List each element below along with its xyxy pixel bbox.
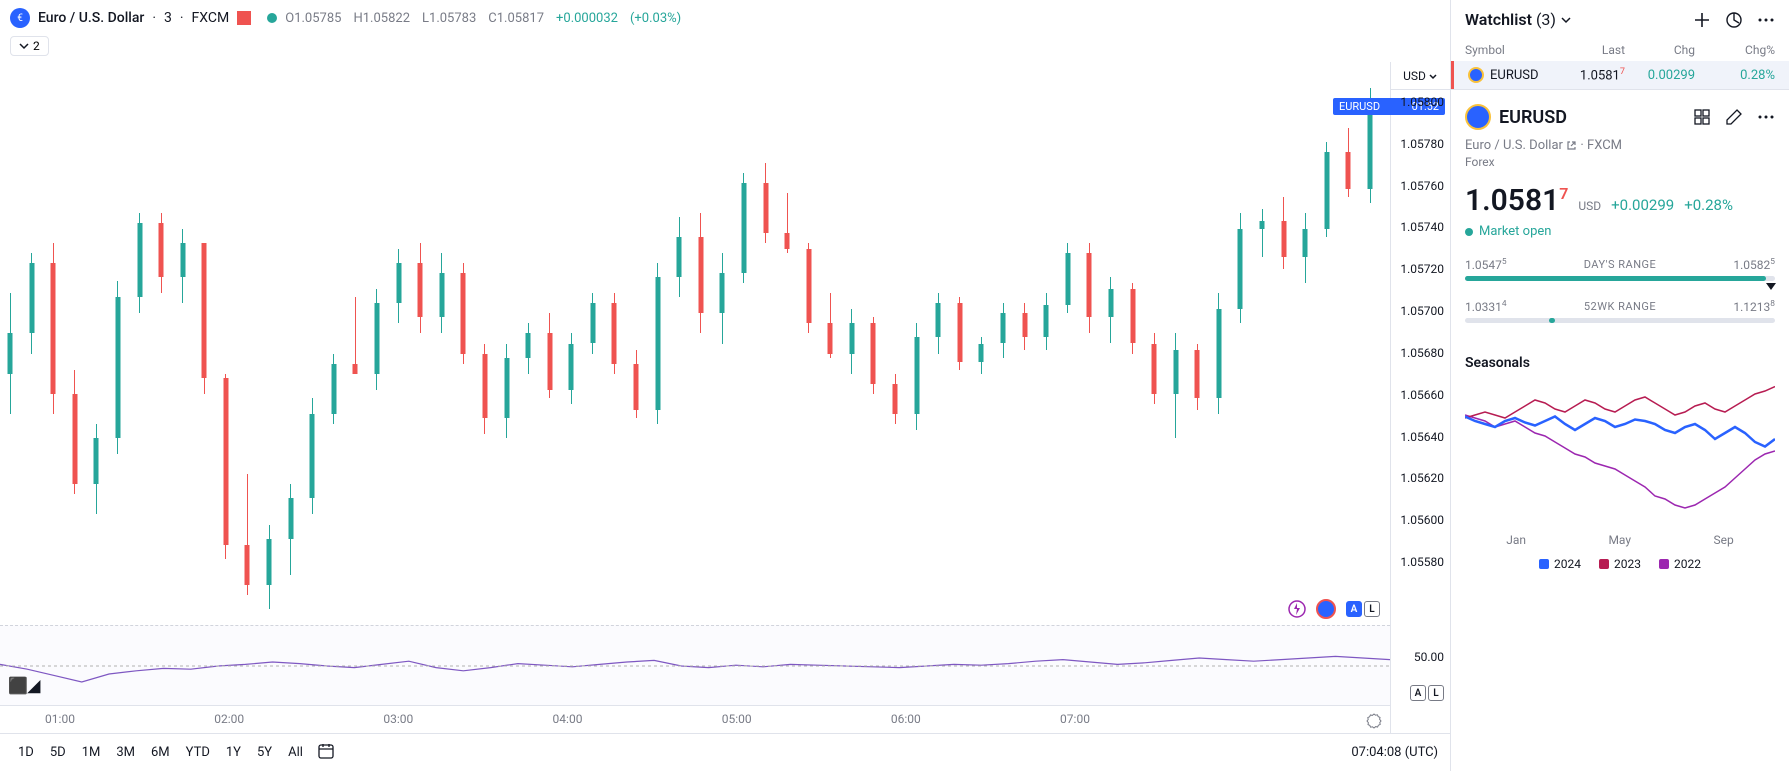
big-price: 1.05817 USD +0.00299 +0.28% bbox=[1465, 183, 1775, 218]
symbol-name[interactable]: Euro / U.S. Dollar bbox=[38, 10, 144, 26]
time-tick: 01:00 bbox=[45, 712, 75, 726]
rsi-mid-label: 50.00 bbox=[1414, 650, 1444, 664]
market-status: Market open bbox=[1465, 224, 1775, 239]
price-tick: 1.05620 bbox=[1400, 471, 1444, 485]
range-button-6m[interactable]: 6M bbox=[145, 741, 176, 764]
seasonals-title: Seasonals bbox=[1465, 355, 1775, 371]
time-tick: 04:00 bbox=[553, 712, 583, 726]
legend-item-2023[interactable]: 2023 bbox=[1599, 557, 1641, 571]
eur-flag-icon bbox=[1468, 67, 1484, 83]
watchlist-row[interactable]: EURUSD 1.05817 0.00299 0.28% bbox=[1451, 61, 1789, 89]
detail-fullname: Euro / U.S. Dollar · FXCM bbox=[1465, 138, 1775, 153]
layout-icon[interactable] bbox=[1693, 108, 1711, 126]
legend-item-2024[interactable]: 2024 bbox=[1539, 557, 1581, 571]
provider-badge-icon bbox=[237, 11, 251, 25]
axis-settings-icon[interactable] bbox=[1366, 713, 1382, 729]
price-tick: 1.05660 bbox=[1400, 388, 1444, 402]
day-range: 1.05475 DAY'S RANGE 1.05825 bbox=[1465, 257, 1775, 281]
symbol-detail-panel: EURUSD Euro / U.S. Dollar · FXCM Forex 1… bbox=[1451, 89, 1789, 355]
range-button-all[interactable]: All bbox=[282, 741, 309, 764]
price-tick: 1.05600 bbox=[1400, 513, 1444, 527]
range-button-ytd[interactable]: YTD bbox=[180, 741, 216, 764]
price-tick: 1.05740 bbox=[1400, 220, 1444, 234]
seasonals-panel: Seasonals JanMaySep 2024 2023 2022 bbox=[1451, 355, 1789, 571]
range-button-5y[interactable]: 5Y bbox=[251, 741, 278, 764]
sidebar: Watchlist (3) SymbolLastChgChg% EURUSD 1… bbox=[1451, 0, 1789, 771]
dot-sep: · bbox=[180, 10, 184, 26]
calendar-icon[interactable] bbox=[317, 742, 335, 764]
symbol-flag-icon: € bbox=[10, 8, 30, 28]
range-button-1m[interactable]: 1M bbox=[76, 741, 107, 764]
seasonals-xaxis: JanMaySep bbox=[1465, 533, 1775, 547]
range-button-1d[interactable]: 1D bbox=[12, 741, 40, 764]
seasonals-chart[interactable] bbox=[1465, 379, 1775, 529]
add-symbol-icon[interactable] bbox=[1693, 11, 1711, 29]
time-tick: 02:00 bbox=[214, 712, 244, 726]
eur-flag-icon bbox=[1465, 104, 1491, 130]
interval-label[interactable]: 3 bbox=[164, 10, 172, 26]
time-tick: 07:00 bbox=[1060, 712, 1090, 726]
price-tick: 1.05760 bbox=[1400, 179, 1444, 193]
clock-display[interactable]: 07:04:08 (UTC) bbox=[1351, 745, 1438, 760]
detail-category: Forex bbox=[1465, 155, 1775, 169]
time-axis[interactable]: 01:00 02:00 03:00 04:00 05:00 06:00 07:00 bbox=[0, 705, 1390, 733]
lightning-icon[interactable] bbox=[1288, 600, 1306, 618]
52wk-range: 1.03314 52WK RANGE 1.12138 bbox=[1465, 299, 1775, 323]
time-tick: 06:00 bbox=[891, 712, 921, 726]
price-tick: 1.05720 bbox=[1400, 262, 1444, 276]
interval-dropdown-button[interactable]: 2 bbox=[10, 36, 49, 56]
external-link-icon[interactable] bbox=[1566, 140, 1577, 151]
price-tick: 1.05780 bbox=[1400, 137, 1444, 151]
watchlist-count: (3) bbox=[1536, 10, 1556, 29]
price-axis[interactable]: USD EURUSD01:52 50.00 1.058001.057801.05… bbox=[1390, 62, 1450, 733]
chevron-down-icon[interactable] bbox=[1560, 14, 1572, 26]
chart-topbar: € Euro / U.S. Dollar · 3 · FXCM O1.05785… bbox=[0, 0, 1450, 36]
flag-markers: AL bbox=[1288, 599, 1380, 619]
eur-flag-icon[interactable] bbox=[1316, 599, 1336, 619]
price-tick: 1.05800 bbox=[1400, 95, 1444, 109]
widget-icon[interactable] bbox=[1725, 11, 1743, 29]
bottom-toolbar: 1D5D1M3M6MYTD1Y5YAll 07:04:08 (UTC) bbox=[0, 733, 1450, 771]
time-tick: 05:00 bbox=[722, 712, 752, 726]
range-button-1y[interactable]: 1Y bbox=[220, 741, 247, 764]
dot-sep: · bbox=[152, 10, 156, 26]
range-button-3m[interactable]: 3M bbox=[110, 741, 141, 764]
price-tick: 1.05700 bbox=[1400, 304, 1444, 318]
rsi-indicator-panel[interactable]: ⬛◢ AL bbox=[0, 625, 1390, 705]
auto-log-toggle[interactable]: AL bbox=[1346, 601, 1380, 617]
more-icon[interactable] bbox=[1757, 108, 1775, 126]
edit-icon[interactable] bbox=[1725, 108, 1743, 126]
detail-symbol[interactable]: EURUSD bbox=[1499, 107, 1567, 128]
status-dot-icon bbox=[267, 13, 277, 23]
currency-selector[interactable]: USD bbox=[1391, 62, 1450, 90]
price-tick: 1.05640 bbox=[1400, 430, 1444, 444]
time-range-buttons: 1D5D1M3M6MYTD1Y5YAll bbox=[12, 741, 309, 764]
watchlist-columns: SymbolLastChgChg% bbox=[1451, 39, 1789, 61]
time-tick: 03:00 bbox=[383, 712, 413, 726]
ohlc-display: O1.05785 H1.05822 L1.05783 C1.05817 +0.0… bbox=[285, 11, 681, 26]
more-icon[interactable] bbox=[1757, 11, 1775, 29]
seasonals-legend: 2024 2023 2022 bbox=[1465, 557, 1775, 571]
price-tick: 1.05680 bbox=[1400, 346, 1444, 360]
range-button-5d[interactable]: 5D bbox=[44, 741, 72, 764]
price-tick: 1.05580 bbox=[1400, 555, 1444, 569]
candlestick-chart[interactable]: AL bbox=[0, 62, 1390, 625]
legend-item-2022[interactable]: 2022 bbox=[1659, 557, 1701, 571]
provider-label: FXCM bbox=[192, 10, 230, 26]
watchlist-header: Watchlist (3) bbox=[1451, 0, 1789, 39]
watchlist-title[interactable]: Watchlist bbox=[1465, 10, 1532, 29]
